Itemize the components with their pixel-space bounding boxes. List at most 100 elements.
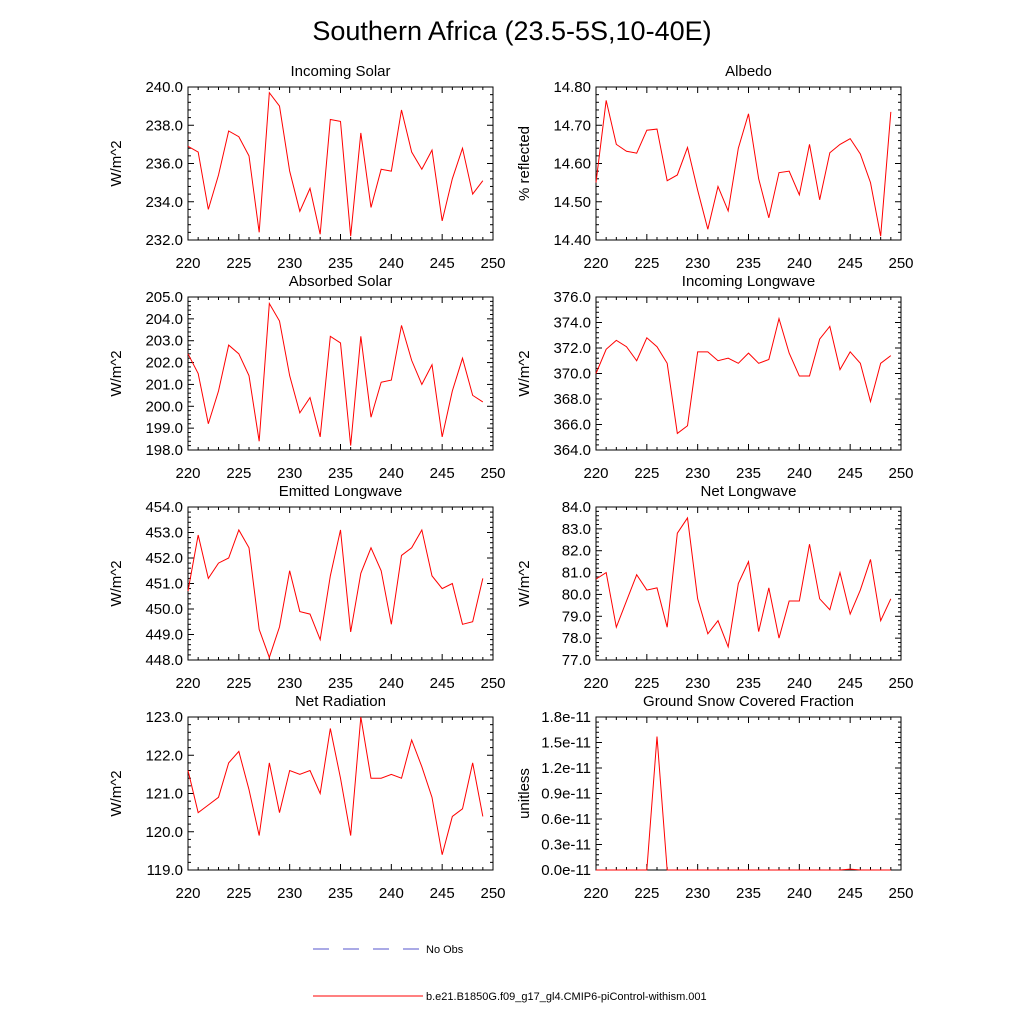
y-tick-label: 78.0 bbox=[562, 630, 591, 647]
plot-frame bbox=[187, 296, 494, 451]
x-tick-label: 225 bbox=[226, 465, 251, 482]
y-tick-label: 202.0 bbox=[145, 355, 183, 372]
x-tick-label: 230 bbox=[277, 465, 302, 482]
y-tick-label: 364.0 bbox=[553, 442, 591, 459]
y-tick-label: 452.0 bbox=[145, 550, 183, 567]
panel-title: Incoming Solar bbox=[290, 63, 390, 80]
panel-title: Net Radiation bbox=[295, 693, 386, 710]
plot-frame bbox=[187, 716, 494, 871]
y-tick-label: 0.6e-11 bbox=[541, 811, 591, 828]
y-tick-label: 368.0 bbox=[553, 391, 591, 408]
x-tick-label: 230 bbox=[277, 255, 302, 272]
series-line bbox=[595, 516, 892, 649]
x-tick-label: 240 bbox=[379, 675, 404, 692]
y-tick-label: 238.0 bbox=[145, 117, 183, 134]
x-tick-label: 235 bbox=[736, 465, 761, 482]
y-tick-label: 122.0 bbox=[145, 747, 183, 764]
y-tick-label: 82.0 bbox=[562, 543, 591, 560]
panel-title: Incoming Longwave bbox=[682, 273, 815, 290]
y-tick-label: 84.0 bbox=[562, 499, 591, 516]
y-tick-label: 1.5e-11 bbox=[541, 735, 591, 752]
x-tick-label: 250 bbox=[888, 675, 913, 692]
x-tick-label: 245 bbox=[838, 255, 863, 272]
panel-title: Albedo bbox=[725, 63, 772, 80]
y-axis-label: W/m^2 bbox=[108, 770, 125, 816]
y-axis-label: W/m^2 bbox=[516, 350, 533, 396]
y-tick-label: 0.3e-11 bbox=[541, 837, 591, 854]
x-tick-label: 240 bbox=[787, 255, 812, 272]
series-line bbox=[187, 301, 484, 446]
x-tick-label: 240 bbox=[787, 675, 812, 692]
y-tick-label: 80.0 bbox=[562, 586, 591, 603]
y-axis-label: W/m^2 bbox=[108, 560, 125, 606]
y-tick-label: 370.0 bbox=[553, 366, 591, 383]
x-tick-label: 250 bbox=[480, 465, 505, 482]
x-tick-label: 230 bbox=[685, 255, 710, 272]
y-tick-label: 0.9e-11 bbox=[541, 786, 591, 803]
y-tick-label: 120.0 bbox=[145, 824, 183, 841]
y-tick-label: 234.0 bbox=[145, 194, 183, 211]
x-tick-label: 230 bbox=[685, 885, 710, 902]
x-tick-label: 230 bbox=[277, 885, 302, 902]
y-tick-label: 14.80 bbox=[553, 79, 591, 96]
y-tick-label: 14.50 bbox=[553, 194, 591, 211]
y-tick-label: 232.0 bbox=[145, 232, 183, 249]
panel-title: Emitted Longwave bbox=[279, 483, 402, 500]
x-tick-label: 245 bbox=[838, 885, 863, 902]
x-tick-label: 245 bbox=[430, 675, 455, 692]
y-tick-label: 1.8e-11 bbox=[541, 709, 591, 726]
x-tick-label: 250 bbox=[888, 465, 913, 482]
y-tick-label: 451.0 bbox=[145, 576, 183, 593]
x-tick-label: 235 bbox=[736, 255, 761, 272]
x-tick-label: 230 bbox=[277, 675, 302, 692]
y-tick-label: 240.0 bbox=[145, 79, 183, 96]
x-tick-label: 245 bbox=[838, 465, 863, 482]
x-tick-label: 235 bbox=[328, 675, 353, 692]
y-tick-label: 123.0 bbox=[145, 709, 183, 726]
chart-panel-5: Emitted Longwave W/m^2 220 225 230 235 240 245 2… bbox=[108, 483, 506, 692]
x-tick-label: 235 bbox=[736, 675, 761, 692]
y-tick-label: 366.0 bbox=[553, 417, 591, 434]
y-tick-label: 199.0 bbox=[145, 420, 183, 437]
series-line bbox=[596, 736, 891, 871]
panel-title: Absorbed Solar bbox=[289, 273, 392, 290]
x-tick-label: 240 bbox=[379, 885, 404, 902]
y-tick-label: 201.0 bbox=[145, 376, 183, 393]
series-line bbox=[595, 316, 892, 435]
x-tick-label: 235 bbox=[328, 255, 353, 272]
x-tick-label: 240 bbox=[787, 885, 812, 902]
y-tick-label: 14.40 bbox=[553, 232, 591, 249]
chart-panel-6: Net Longwave W/m^2 220 225 230 235 240 245 250 77… bbox=[516, 483, 914, 692]
panel-title: Net Longwave bbox=[701, 483, 797, 500]
plot-frame bbox=[595, 716, 902, 871]
x-tick-label: 225 bbox=[634, 675, 659, 692]
x-tick-label: 225 bbox=[634, 885, 659, 902]
series-line bbox=[187, 91, 484, 237]
plot-frame bbox=[595, 86, 902, 241]
y-tick-label: 83.0 bbox=[562, 521, 591, 538]
chart-panel-3: Absorbed Solar W/m^2 220 225 230 235 240 245 250… bbox=[108, 273, 506, 482]
y-tick-label: 454.0 bbox=[145, 499, 183, 516]
x-tick-label: 250 bbox=[888, 885, 913, 902]
x-tick-label: 240 bbox=[787, 465, 812, 482]
series-line bbox=[187, 528, 484, 659]
y-tick-label: 14.60 bbox=[553, 156, 591, 173]
chart-panel-2: Albedo % reflected 220 225 230 235 240 245 250 14… bbox=[516, 63, 914, 272]
x-tick-label: 220 bbox=[175, 465, 200, 482]
panels-group: Incoming Solar W/m^2 220 225 230 235 240 245 250… bbox=[108, 63, 914, 902]
y-tick-label: 1.2e-11 bbox=[541, 760, 591, 777]
y-tick-label: 203.0 bbox=[145, 333, 183, 350]
x-tick-label: 235 bbox=[328, 465, 353, 482]
x-tick-label: 230 bbox=[685, 465, 710, 482]
x-tick-label: 220 bbox=[583, 885, 608, 902]
legend: No Obs b.e21.B1850G.f09_g17_gl4.CMIP6-pi… bbox=[313, 944, 707, 1003]
x-tick-label: 220 bbox=[175, 255, 200, 272]
x-tick-label: 245 bbox=[430, 255, 455, 272]
y-tick-label: 200.0 bbox=[145, 398, 183, 415]
x-tick-label: 250 bbox=[888, 255, 913, 272]
series-line bbox=[595, 100, 892, 237]
x-tick-label: 225 bbox=[226, 885, 251, 902]
x-tick-label: 220 bbox=[583, 255, 608, 272]
y-tick-label: 448.0 bbox=[145, 652, 183, 669]
x-tick-label: 220 bbox=[175, 885, 200, 902]
